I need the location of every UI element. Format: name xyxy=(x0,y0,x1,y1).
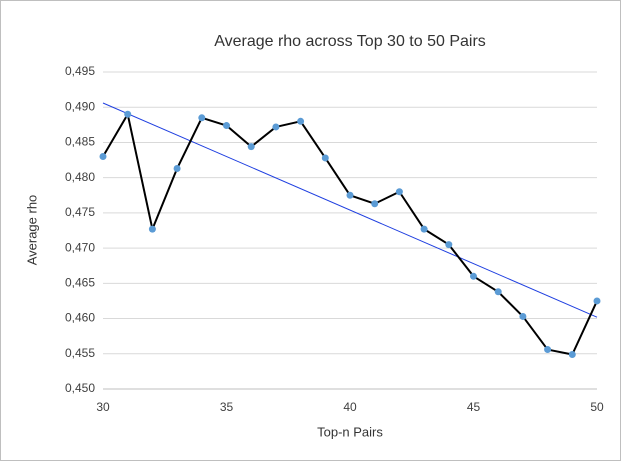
data-point xyxy=(420,225,428,233)
data-point xyxy=(99,153,107,161)
y-tick-label: 0,490 xyxy=(65,99,95,113)
y-tick-label: 0,480 xyxy=(65,170,95,184)
data-point xyxy=(395,188,403,196)
x-tick-label: 45 xyxy=(467,400,481,414)
y-tick-label: 0,465 xyxy=(65,276,95,290)
y-tick-label: 0,455 xyxy=(65,346,95,360)
data-point xyxy=(593,297,601,305)
x-tick-label: 30 xyxy=(96,400,110,414)
x-axis-title: Top-n Pairs xyxy=(317,424,383,439)
y-tick-label: 0,450 xyxy=(65,381,95,395)
chart-title: Average rho across Top 30 to 50 Pairs xyxy=(214,33,486,50)
trendline xyxy=(102,102,598,318)
y-tick-label: 0,460 xyxy=(65,311,95,325)
data-point xyxy=(321,154,329,162)
data-point xyxy=(148,225,156,233)
x-tick-label: 50 xyxy=(590,400,604,414)
x-tick-label: 40 xyxy=(343,400,357,414)
data-point xyxy=(124,110,132,118)
data-point xyxy=(247,143,255,151)
x-tick-label: 35 xyxy=(220,400,234,414)
y-tick-label: 0,470 xyxy=(65,240,95,254)
data-point xyxy=(198,114,206,122)
y-tick-label: 0,495 xyxy=(65,64,95,78)
data-point xyxy=(346,191,354,199)
data-point xyxy=(568,350,576,358)
data-point xyxy=(470,272,477,280)
data-point xyxy=(223,122,230,130)
data-point xyxy=(494,288,502,296)
data-point xyxy=(544,346,552,354)
data-point xyxy=(272,123,280,131)
data-point xyxy=(173,165,181,173)
data-point xyxy=(519,312,527,320)
data-point xyxy=(297,117,305,125)
y-tick-label: 0,485 xyxy=(65,135,95,149)
data-point xyxy=(371,200,379,208)
data-point xyxy=(445,241,453,249)
y-axis-title: Average rho xyxy=(24,195,39,266)
y-tick-label: 0,475 xyxy=(65,205,95,219)
